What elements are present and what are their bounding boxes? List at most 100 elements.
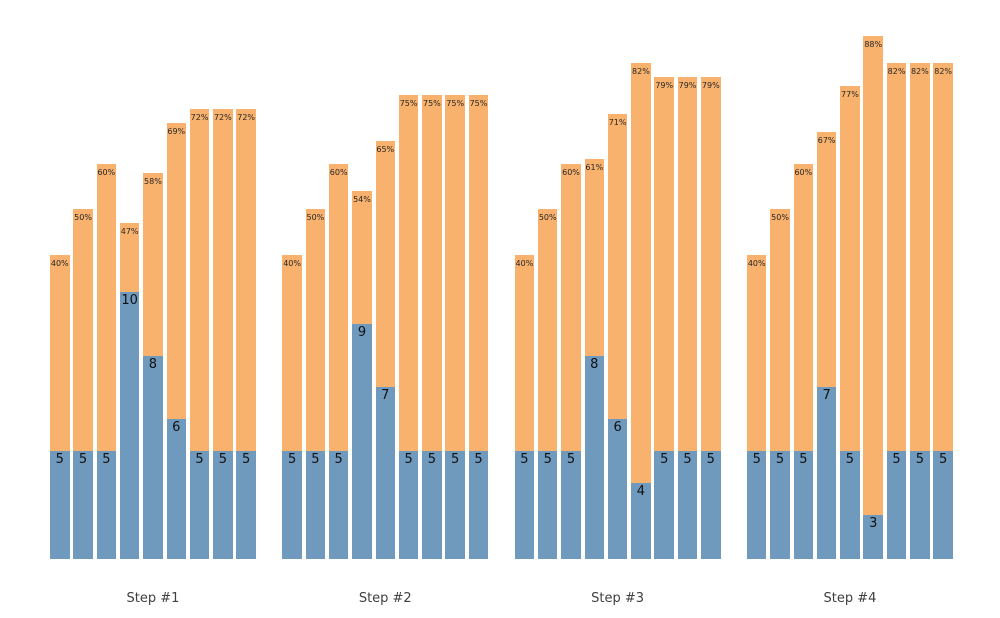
pct-segment bbox=[445, 95, 465, 451]
pct-segment bbox=[770, 209, 790, 451]
base-segment bbox=[236, 451, 256, 559]
pct-label: 60% bbox=[562, 167, 580, 177]
value-label: 5 bbox=[775, 452, 785, 467]
base-segment bbox=[166, 419, 186, 559]
pct-segment bbox=[677, 77, 698, 451]
pct-label: 40% bbox=[747, 259, 766, 268]
base-segment bbox=[50, 451, 70, 559]
pct-label: 75% bbox=[469, 99, 488, 109]
pct-segment bbox=[328, 163, 349, 451]
base-segment bbox=[398, 451, 419, 559]
base-segment bbox=[375, 387, 396, 559]
pct-segment bbox=[793, 163, 814, 451]
pct-segment bbox=[701, 77, 721, 451]
pct-label: 65% bbox=[376, 145, 395, 154]
value-label: 5 bbox=[451, 452, 460, 467]
value-label: 5 bbox=[287, 452, 297, 467]
base-segment bbox=[607, 419, 628, 559]
pct-label: 71% bbox=[608, 117, 627, 127]
pct-label: 50% bbox=[306, 213, 325, 223]
pct-segment bbox=[119, 223, 140, 292]
base-segment bbox=[537, 451, 558, 559]
value-label: 5 bbox=[334, 452, 343, 467]
pct-segment bbox=[840, 86, 860, 451]
value-label: 5 bbox=[915, 452, 924, 467]
value-label: 10 bbox=[121, 293, 138, 308]
pct-segment bbox=[352, 191, 372, 324]
pct-label: 67% bbox=[817, 135, 836, 145]
pct-label: 75% bbox=[422, 99, 441, 109]
value-label: 5 bbox=[752, 452, 761, 467]
value-label: 5 bbox=[218, 452, 227, 467]
pct-label: 50% bbox=[538, 213, 557, 223]
value-label: 5 bbox=[660, 452, 669, 467]
base-segment bbox=[793, 451, 814, 559]
value-label: 8 bbox=[148, 356, 158, 372]
base-segment bbox=[933, 451, 953, 559]
value-label: 5 bbox=[195, 452, 204, 467]
base-segment bbox=[886, 451, 907, 559]
value-label: 5 bbox=[311, 452, 320, 467]
pct-label: 60% bbox=[329, 167, 348, 177]
pct-label: 79% bbox=[655, 81, 674, 91]
base-segment bbox=[561, 451, 581, 559]
value-label: 7 bbox=[822, 388, 831, 404]
pct-segment bbox=[73, 209, 93, 451]
step-label: Step #1 bbox=[126, 591, 180, 606]
pct-label: 72% bbox=[237, 113, 256, 123]
pct-segment bbox=[468, 95, 489, 451]
pct-segment bbox=[584, 159, 605, 356]
pct-segment bbox=[631, 63, 651, 483]
pct-label: 82% bbox=[887, 67, 906, 77]
base-segment bbox=[631, 482, 651, 559]
base-segment bbox=[328, 451, 349, 559]
base-segment bbox=[910, 451, 930, 559]
pct-label: 79% bbox=[701, 81, 720, 91]
pct-label: 82% bbox=[910, 67, 929, 77]
pct-label: 60% bbox=[794, 167, 813, 177]
base-segment bbox=[840, 451, 860, 559]
pct-label: 47% bbox=[120, 227, 139, 237]
base-segment bbox=[213, 451, 233, 559]
pct-segment bbox=[910, 63, 930, 451]
pct-label: 88% bbox=[864, 40, 883, 50]
pct-segment bbox=[375, 141, 396, 388]
pct-label: 50% bbox=[74, 213, 92, 223]
pct-segment bbox=[561, 163, 581, 451]
pct-segment bbox=[654, 77, 674, 451]
step-label: Step #4 bbox=[823, 591, 877, 606]
pct-segment bbox=[305, 209, 326, 451]
value-label: 5 bbox=[242, 452, 251, 467]
base-segment bbox=[282, 451, 302, 559]
pct-label: 40% bbox=[50, 259, 69, 268]
base-segment bbox=[189, 451, 210, 559]
pct-label: 54% bbox=[353, 195, 371, 205]
value-label: 5 bbox=[892, 452, 901, 467]
value-label: 5 bbox=[938, 452, 948, 467]
pct-label: 40% bbox=[515, 259, 534, 268]
pct-label: 58% bbox=[144, 176, 162, 186]
pct-label: 69% bbox=[167, 126, 186, 136]
value-label: 6 bbox=[172, 420, 181, 436]
step-label: Step #2 bbox=[358, 591, 412, 606]
value-label: 5 bbox=[55, 452, 64, 467]
value-label: 5 bbox=[404, 452, 413, 467]
pct-segment bbox=[398, 95, 419, 451]
pct-label: 40% bbox=[283, 259, 301, 268]
base-segment bbox=[305, 451, 326, 559]
base-segment bbox=[422, 451, 442, 559]
pct-segment bbox=[886, 63, 907, 451]
value-label: 7 bbox=[381, 388, 390, 404]
pct-label: 82% bbox=[934, 67, 953, 77]
value-label: 5 bbox=[78, 452, 88, 467]
pct-segment bbox=[96, 163, 117, 451]
base-segment bbox=[143, 355, 163, 559]
base-segment bbox=[352, 323, 372, 559]
pct-label: 61% bbox=[585, 163, 604, 173]
value-label: 5 bbox=[566, 452, 576, 467]
base-segment bbox=[73, 451, 93, 559]
pct-label: 72% bbox=[213, 113, 232, 123]
base-segment bbox=[677, 451, 698, 559]
pct-label: 75% bbox=[399, 99, 418, 109]
